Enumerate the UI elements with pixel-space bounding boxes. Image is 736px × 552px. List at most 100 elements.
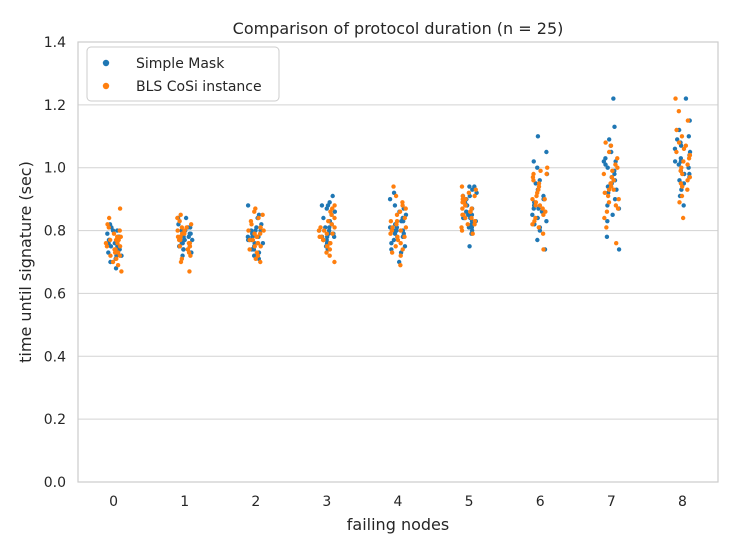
point-simple-mask bbox=[672, 159, 678, 164]
legend-marker-bls-cosi bbox=[102, 82, 110, 90]
legend-marker-simple-mask bbox=[102, 59, 110, 67]
point-simple-mask bbox=[676, 162, 681, 167]
point-simple-mask bbox=[327, 200, 332, 205]
point-bls-cosi bbox=[465, 222, 470, 227]
point-simple-mask bbox=[319, 203, 325, 208]
point-bls-cosi bbox=[685, 178, 690, 183]
point-simple-mask bbox=[683, 96, 689, 101]
point-simple-mask bbox=[245, 203, 251, 208]
y-axis-label: time until signature (sec) bbox=[16, 161, 35, 363]
point-bls-cosi bbox=[616, 196, 621, 202]
point-bls-cosi bbox=[110, 259, 116, 265]
point-simple-mask bbox=[330, 193, 335, 199]
point-simple-mask bbox=[686, 134, 692, 139]
legend-label-bls-cosi: BLS CoSi instance bbox=[136, 79, 262, 95]
point-bls-cosi bbox=[258, 244, 263, 249]
point-bls-cosi bbox=[601, 171, 607, 177]
point-bls-cosi bbox=[615, 165, 620, 170]
point-simple-mask bbox=[535, 165, 540, 170]
point-bls-cosi bbox=[473, 187, 478, 192]
point-simple-mask bbox=[105, 231, 110, 236]
point-simple-mask bbox=[391, 237, 397, 243]
point-simple-mask bbox=[681, 203, 686, 208]
point-bls-cosi bbox=[391, 184, 396, 189]
point-bls-cosi bbox=[321, 228, 327, 233]
x-tick-label: 6 bbox=[536, 494, 545, 510]
point-simple-mask bbox=[467, 184, 472, 189]
point-bls-cosi bbox=[103, 240, 109, 246]
point-simple-mask bbox=[391, 190, 397, 196]
point-bls-cosi bbox=[613, 162, 618, 167]
point-bls-cosi bbox=[460, 193, 465, 199]
point-bls-cosi bbox=[327, 247, 333, 252]
point-bls-cosi bbox=[330, 206, 335, 211]
point-bls-cosi bbox=[247, 247, 252, 252]
y-tick-label: 0.8 bbox=[44, 224, 66, 240]
x-axis-label: failing nodes bbox=[347, 515, 449, 534]
y-tick-label: 0.0 bbox=[44, 475, 66, 491]
point-bls-cosi bbox=[329, 222, 334, 227]
point-bls-cosi bbox=[602, 215, 607, 221]
point-bls-cosi bbox=[258, 259, 263, 265]
x-tick-label: 2 bbox=[251, 494, 260, 510]
point-bls-cosi bbox=[459, 225, 464, 230]
point-bls-cosi bbox=[393, 244, 398, 249]
point-bls-cosi bbox=[677, 200, 682, 205]
point-bls-cosi bbox=[472, 193, 477, 199]
point-bls-cosi bbox=[254, 250, 260, 255]
point-bls-cosi bbox=[118, 234, 123, 240]
point-bls-cosi bbox=[114, 256, 119, 262]
point-bls-cosi bbox=[324, 244, 330, 249]
point-bls-cosi bbox=[400, 203, 405, 208]
point-bls-cosi bbox=[394, 212, 400, 218]
y-tick-label: 0.4 bbox=[44, 349, 66, 365]
point-simple-mask bbox=[533, 181, 538, 186]
point-simple-mask bbox=[467, 244, 472, 249]
point-simple-mask bbox=[183, 215, 189, 221]
point-bls-cosi bbox=[536, 181, 542, 186]
point-bls-cosi bbox=[676, 140, 682, 145]
point-bls-cosi bbox=[604, 225, 609, 230]
point-bls-cosi bbox=[608, 181, 614, 186]
point-bls-cosi bbox=[460, 206, 465, 211]
point-bls-cosi bbox=[398, 240, 403, 246]
point-bls-cosi bbox=[685, 187, 690, 192]
point-bls-cosi bbox=[606, 200, 612, 205]
point-bls-cosi bbox=[253, 206, 258, 211]
point-bls-cosi bbox=[112, 247, 117, 252]
point-bls-cosi bbox=[533, 203, 538, 208]
point-bls-cosi bbox=[332, 215, 337, 221]
point-simple-mask bbox=[605, 165, 610, 170]
point-bls-cosi bbox=[678, 181, 684, 186]
point-bls-cosi bbox=[108, 253, 113, 258]
point-bls-cosi bbox=[542, 196, 547, 202]
point-bls-cosi bbox=[185, 247, 191, 252]
point-bls-cosi bbox=[472, 218, 478, 224]
point-bls-cosi bbox=[687, 174, 693, 180]
point-bls-cosi bbox=[537, 203, 543, 208]
point-bls-cosi bbox=[397, 209, 403, 214]
point-bls-cosi bbox=[403, 225, 409, 230]
point-bls-cosi bbox=[117, 244, 123, 249]
point-bls-cosi bbox=[332, 225, 337, 230]
point-bls-cosi bbox=[540, 206, 545, 211]
point-bls-cosi bbox=[248, 218, 254, 224]
point-bls-cosi bbox=[605, 193, 611, 199]
point-bls-cosi bbox=[679, 193, 685, 199]
point-simple-mask bbox=[326, 228, 332, 233]
y-tick-labels: 0.0 0.2 0.4 0.6 0.8 1.0 1.2 1.4 bbox=[44, 35, 66, 491]
point-bls-cosi bbox=[318, 225, 323, 230]
point-bls-cosi bbox=[106, 215, 112, 221]
point-bls-cosi bbox=[472, 222, 477, 227]
point-bls-cosi bbox=[111, 231, 117, 236]
point-simple-mask bbox=[604, 234, 610, 240]
point-simple-mask bbox=[544, 149, 549, 155]
x-tick-label: 3 bbox=[322, 494, 331, 510]
point-bls-cosi bbox=[608, 143, 614, 148]
point-bls-cosi bbox=[261, 228, 266, 233]
point-simple-mask bbox=[327, 225, 332, 230]
point-bls-cosi bbox=[466, 190, 472, 196]
y-tick-label: 0.2 bbox=[44, 412, 66, 428]
point-bls-cosi bbox=[395, 234, 400, 240]
point-bls-cosi bbox=[188, 222, 194, 227]
